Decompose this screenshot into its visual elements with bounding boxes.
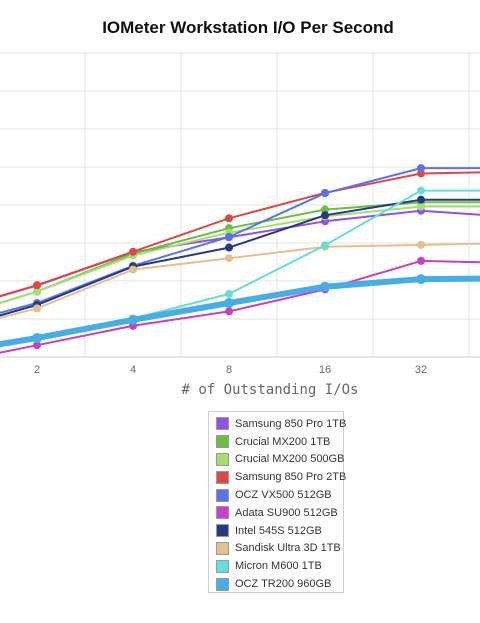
legend-swatch bbox=[216, 417, 229, 431]
legend-swatch bbox=[216, 435, 229, 449]
series-line bbox=[0, 198, 480, 317]
series-line bbox=[0, 167, 480, 314]
legend-label: Samsung 850 Pro 1TB bbox=[235, 417, 347, 430]
legend-item: Crucial MX200 1TB bbox=[209, 433, 343, 451]
legend-swatch bbox=[216, 506, 229, 520]
legend-label: Samsung 850 Pro 2TB bbox=[235, 471, 347, 484]
x-axis-label: # of Outstanding I/Os bbox=[181, 382, 359, 398]
x-tick-label: 16 bbox=[319, 364, 331, 376]
legend-item: Intel 545S 512GB bbox=[209, 522, 343, 540]
data-point bbox=[417, 240, 425, 249]
legend-item: Micron M600 1TB bbox=[209, 557, 343, 575]
x-tick-label: 8 bbox=[226, 364, 232, 376]
legend-item: OCZ TR200 960GB bbox=[209, 575, 343, 593]
data-point bbox=[32, 333, 42, 343]
series-line bbox=[0, 189, 480, 343]
data-point bbox=[33, 341, 41, 350]
legend-item: Crucial MX200 500GB bbox=[209, 451, 345, 469]
series-line bbox=[0, 171, 480, 298]
legend-swatch bbox=[216, 559, 229, 573]
legend-label: Intel 545S 512GB bbox=[235, 524, 322, 537]
data-point bbox=[417, 256, 425, 265]
legend-label: Adata SU900 512GB bbox=[235, 506, 338, 519]
legend-label: OCZ TR200 960GB bbox=[235, 578, 332, 591]
data-point bbox=[225, 307, 233, 316]
series-line bbox=[0, 259, 480, 354]
data-point bbox=[129, 265, 137, 274]
legend-swatch bbox=[216, 524, 229, 538]
legend-label: Crucial MX200 1TB bbox=[235, 435, 331, 448]
data-point bbox=[321, 211, 329, 220]
x-tick-label: 32 bbox=[415, 364, 427, 376]
legend-swatch bbox=[216, 470, 229, 484]
data-point bbox=[417, 186, 425, 195]
data-point bbox=[225, 243, 233, 252]
data-point bbox=[33, 304, 41, 313]
legend-item: OCZ VX500 512GB bbox=[209, 486, 343, 504]
data-point bbox=[128, 314, 138, 325]
chart-title: IOMeter Workstation I/O Per Second bbox=[102, 18, 394, 37]
legend-swatch bbox=[216, 488, 229, 502]
data-point bbox=[321, 205, 329, 214]
legend-label: Micron M600 1TB bbox=[235, 560, 322, 573]
legend-item: Samsung 850 Pro 1TB bbox=[209, 415, 347, 433]
data-point bbox=[321, 189, 329, 198]
data-point bbox=[321, 241, 329, 250]
legend-label: Crucial MX200 500GB bbox=[235, 453, 345, 466]
legend-item: Samsung 850 Pro 2TB bbox=[209, 468, 347, 486]
legend-swatch bbox=[216, 577, 229, 591]
x-tick-label: 4 bbox=[130, 364, 136, 376]
data-point bbox=[416, 274, 426, 285]
legend: Samsung 850 Pro 1TB Crucial MX200 1TB Cruc… bbox=[208, 411, 347, 593]
legend-label: OCZ VX500 512GB bbox=[235, 489, 332, 502]
data-point bbox=[417, 195, 425, 204]
data-point bbox=[33, 287, 41, 296]
legend-swatch bbox=[216, 452, 229, 466]
line-chart: 2 4 8 16 32 bbox=[0, 52, 480, 376]
legend-swatch bbox=[216, 541, 229, 555]
data-point bbox=[225, 232, 233, 241]
data-point bbox=[225, 289, 233, 298]
data-point bbox=[224, 298, 234, 309]
x-tick-label: 2 bbox=[34, 364, 40, 376]
legend-label: Sandisk Ultra 3D 1TB bbox=[235, 542, 341, 555]
data-point bbox=[129, 247, 137, 256]
data-point bbox=[417, 164, 425, 173]
data-point bbox=[320, 281, 330, 292]
data-point bbox=[417, 202, 425, 211]
data-point bbox=[225, 254, 233, 263]
data-point bbox=[33, 281, 41, 290]
data-point bbox=[225, 214, 233, 223]
legend-item: Adata SU900 512GB bbox=[209, 504, 343, 522]
legend-item: Sandisk Ultra 3D 1TB bbox=[209, 540, 343, 558]
